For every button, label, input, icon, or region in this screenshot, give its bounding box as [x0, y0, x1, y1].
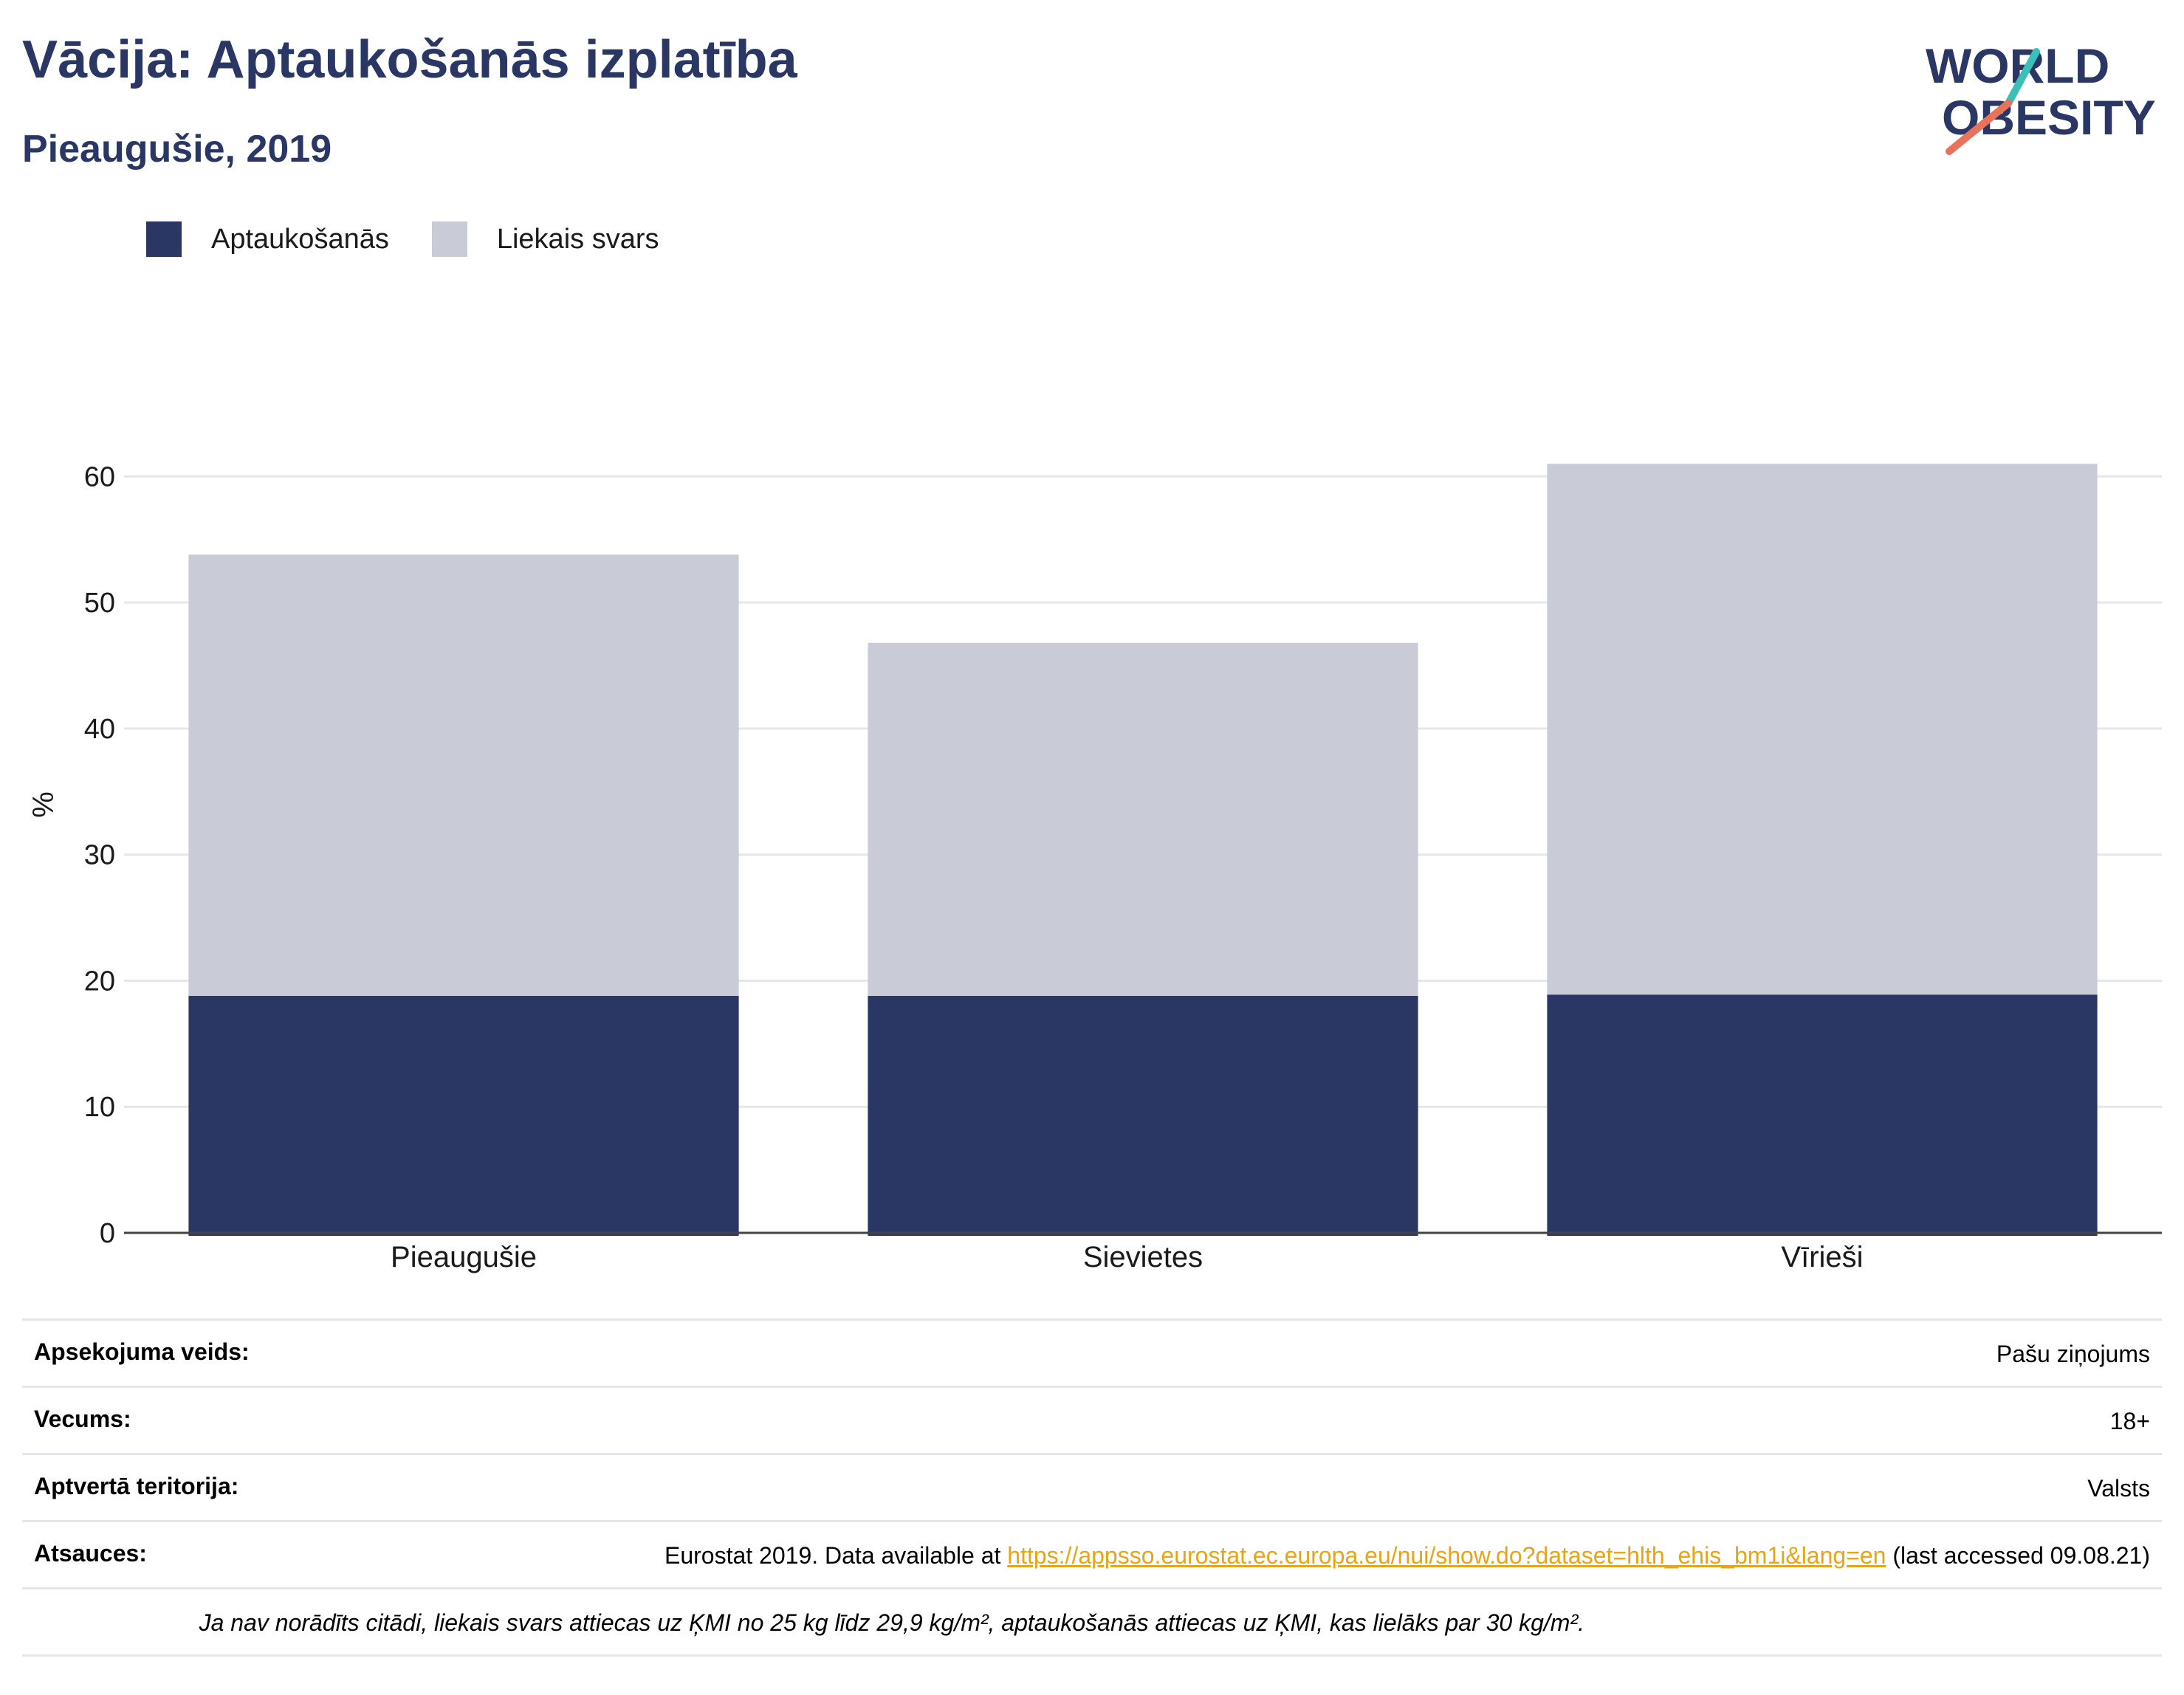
legend-item-obesity[interactable]: Aptaukošanās — [146, 221, 389, 257]
references-link[interactable]: https://appsso.eurostat.ec.europa.eu/nui… — [1007, 1542, 1886, 1569]
legend-label-overweight: Liekais svars — [496, 223, 659, 255]
x-tick-label: Pieaugušie — [391, 1241, 537, 1273]
bar-overweight-1 — [868, 642, 1418, 996]
bar-obesity-0 — [188, 995, 739, 1236]
bar-chart: 0 10 20 30 40 50 60% Pieaugušie Sievietes Vīrieši — [27, 461, 2162, 1273]
info-val-age: 18+ — [2109, 1408, 2150, 1434]
info-key-age: Vecums: — [34, 1406, 131, 1432]
info-key-area: Aptvertā teritorija: — [34, 1473, 239, 1499]
info-row-note: Ja nav norādīts citādi, liekais svars at… — [22, 1587, 2162, 1657]
legend-item-overweight[interactable]: Liekais svars — [431, 221, 659, 257]
legend-label-obesity: Aptaukošanās — [211, 223, 389, 255]
x-tick-label: Vīrieši — [1781, 1241, 1863, 1273]
legend-swatch-obesity — [146, 221, 182, 257]
definition-note: Ja nav norādīts citādi, liekais svars at… — [199, 1609, 1584, 1636]
info-val-survey: Pašu ziņojums — [1996, 1341, 2150, 1367]
info-row-survey: Apsekojuma veids: Pašu ziņojums — [22, 1318, 2162, 1386]
x-tick-label: Sievietes — [1083, 1241, 1203, 1273]
y-tick-label: 0 — [100, 1218, 115, 1249]
bar-overweight-0 — [188, 554, 739, 996]
info-row-area: Aptvertā teritorija: Valsts — [22, 1453, 2162, 1520]
info-val-area: Valsts — [2087, 1475, 2150, 1502]
y-tick-label: 10 — [84, 1092, 115, 1123]
references-prefix: Eurostat 2019. Data available at — [664, 1542, 1008, 1569]
info-row-age: Vecums: 18+ — [22, 1386, 2162, 1453]
y-tick-label: 40 — [84, 714, 115, 745]
info-key-references: Atsauces: — [34, 1540, 147, 1567]
y-tick-label: 20 — [84, 966, 115, 997]
world-obesity-logo: WORLD OBESITY — [1926, 38, 2156, 155]
legend-swatch-overweight — [431, 221, 467, 257]
bar-overweight-2 — [1547, 464, 2098, 995]
logo-teal-slash — [2005, 48, 2040, 107]
y-axis-label: % — [27, 791, 60, 818]
info-key-survey: Apsekojuma veids: — [34, 1338, 250, 1365]
chart-title: Vācija: Aptaukošanās izplatība — [22, 30, 797, 89]
info-table: Apsekojuma veids: Pašu ziņojums Vecums: … — [22, 1318, 2162, 1657]
logo-word-obesity: OBESITY — [1942, 90, 2156, 145]
logo-coral-slash — [1946, 100, 2012, 155]
y-tick-label: 30 — [84, 840, 115, 871]
bar-obesity-1 — [868, 995, 1418, 1236]
chart-subtitle: Pieaugušie, 2019 — [22, 128, 332, 171]
bar-obesity-2 — [1547, 994, 2098, 1236]
info-val-references: Eurostat 2019. Data available at https:/… — [665, 1540, 2150, 1571]
info-row-references: Atsauces: Eurostat 2019. Data available … — [22, 1520, 2162, 1587]
y-tick-label: 50 — [84, 588, 115, 619]
references-suffix: (last accessed 09.08.21) — [1886, 1542, 2150, 1569]
y-tick-label: 60 — [84, 461, 115, 492]
chart-legend: Aptaukošanās Liekais svars — [146, 221, 701, 257]
